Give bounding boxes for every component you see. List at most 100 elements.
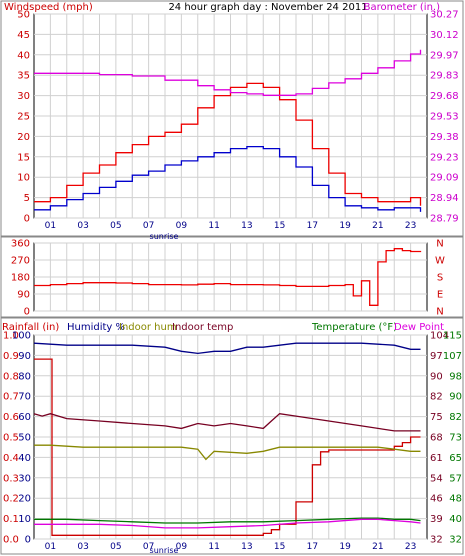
panel3-x-tick-label: 03	[77, 542, 88, 552]
panel3-rain-tick-label: 0.7	[3, 392, 19, 403]
panel1-right-tick-label: 29.09	[430, 173, 459, 184]
panel2-left-tick-label: 0	[24, 307, 30, 318]
panel3-temp-tick-label: 82	[449, 412, 462, 423]
panel3-humidity-tick-label: 70	[18, 392, 31, 403]
panel3-temp-tick-label: 107	[443, 351, 462, 362]
panel3-humidity-tick-label: 100	[12, 331, 31, 342]
panel2-left-tick-label: 180	[11, 273, 30, 284]
panel3-x-tick-label: 01	[45, 542, 56, 552]
panel1-x-tick-label: 09	[176, 221, 188, 231]
panel1-series-1	[34, 145, 422, 212]
panel3-label-humidity: Humidity %	[67, 322, 125, 333]
panel1-x-tick-label: 21	[372, 221, 383, 231]
panel3-x-tick-label: 21	[372, 542, 383, 552]
panel3-indoor-temp-tick-label: 90	[430, 371, 443, 382]
panel3-rain-tick-label: 0.5	[3, 433, 19, 444]
panel2-right-tick-label: W	[435, 256, 445, 267]
panel3-temp-tick-label: 98	[449, 371, 462, 382]
panel3-indoor-temp-tick-label: 97	[430, 351, 443, 362]
panel1-x-tick-label: 05	[110, 221, 121, 231]
panel3-label-temperature: Temperature (°F)	[311, 322, 397, 333]
panel3-series-1	[33, 342, 421, 355]
panel3-series-2	[34, 444, 421, 461]
sunrise-annotation-bottom: sunrise	[150, 546, 179, 555]
panel1-right-tick-label: 29.97	[430, 50, 459, 61]
panel3-x-tick-label: 11	[208, 542, 219, 552]
panel2-series-0	[34, 248, 422, 306]
panel1-x-tick-label: 01	[45, 221, 56, 231]
panel3-humidity-tick-label: 0	[25, 535, 31, 546]
panel2-left-tick-label: 90	[17, 290, 30, 301]
panel3-temp-tick-label: 65	[449, 453, 462, 464]
panel1-x-tick-label: 11	[208, 221, 219, 231]
panel3-humidity-tick-label: 80	[18, 371, 31, 382]
panel1-x-tick-label: 13	[241, 221, 252, 231]
panel3-indoor-temp-tick-label: 104	[430, 331, 449, 342]
panel1-right-tick-label: 30.27	[430, 10, 459, 21]
panel1-x-tick-label: 17	[307, 221, 318, 231]
panel1-right-tick-label: 30.12	[430, 30, 459, 41]
panel1-x-tick-label: 03	[77, 221, 88, 231]
panel3-indoor-temp-tick-label: 32	[430, 535, 443, 546]
panel3-label-rainfall: Rainfall (in)	[2, 322, 59, 333]
panel1-x-tick-label: 19	[339, 221, 351, 231]
panel3-rain-tick-label: 1.0	[3, 331, 19, 342]
series-layer	[33, 49, 422, 536]
panel3-indoor-temp-tick-label: 54	[430, 473, 443, 484]
panel1-left-tick-label: 20	[17, 132, 30, 143]
panel2-right-tick-label: N	[436, 307, 443, 318]
panel1-right-tick-label: 29.53	[430, 112, 459, 123]
panel3-rain-tick-label: 0.6	[3, 412, 19, 423]
panel3-indoor-temp-tick-label: 75	[430, 412, 443, 423]
panel3-temp-tick-label: 57	[449, 473, 462, 484]
panel3-series-0	[34, 358, 421, 536]
panel1-left-tick-label: 0	[24, 214, 30, 225]
panel3-rain-tick-label: 0.8	[3, 371, 19, 382]
panel3-label-indoor-temp: Indoor temp	[172, 322, 233, 333]
panel1-right-tick-label: 29.83	[430, 71, 459, 82]
panel1-left-tick-label: 45	[17, 30, 30, 41]
panel3-humidity-tick-label: 40	[18, 453, 31, 464]
panel3-temp-tick-label: 48	[449, 494, 462, 505]
panel1-right-axis-label: Barometer (in.)	[364, 2, 440, 13]
panel1-left-tick-label: 15	[17, 152, 30, 163]
panel3-rain-tick-label: 0.4	[3, 453, 19, 464]
panel3-humidity-tick-label: 10	[18, 514, 31, 525]
panel3-label-indoor-hum: Indoor hum	[119, 322, 177, 333]
panel3-rain-tick-label: 0.1	[3, 514, 19, 525]
panel3-x-tick-label: 15	[274, 542, 285, 552]
panel3-rain-tick-label: 0.0	[3, 535, 19, 546]
panel3-indoor-temp-tick-label: 61	[430, 453, 443, 464]
panel3-temp-tick-label: 32	[449, 535, 462, 546]
panel1-left-tick-label: 30	[17, 91, 30, 102]
panel3-temp-tick-label: 115	[443, 331, 462, 342]
panel3-x-tick-label: 19	[339, 542, 351, 552]
panel1-left-tick-label: 10	[17, 173, 30, 184]
panel2-right-tick-label: N	[436, 239, 443, 250]
panel3-rain-tick-label: 0.3	[3, 473, 19, 484]
panel3-rain-tick-label: 0.2	[3, 494, 19, 505]
panel3-humidity-tick-label: 30	[18, 473, 31, 484]
panel1-left-tick-label: 35	[17, 71, 30, 82]
panel3-rain-tick-label: 0.9	[3, 351, 19, 362]
panel1-right-tick-label: 28.94	[430, 193, 459, 204]
panel2-right-tick-label: E	[437, 290, 443, 301]
panel1-x-tick-label: 23	[405, 221, 416, 231]
panel2-right-tick-label: S	[437, 273, 443, 284]
tick-layer: 01 03 05 07 09 11 13 15 17 19 21 23 05 10 15 20 25 30 35 40…	[3, 10, 462, 553]
panel3-indoor-temp-tick-label: 82	[430, 392, 443, 403]
panel3-x-tick-label: 05	[110, 542, 121, 552]
panel3-indoor-temp-tick-label: 39	[430, 514, 443, 525]
panel1-right-tick-label: 28.79	[430, 214, 459, 225]
panel3-x-tick-label: 07	[143, 542, 154, 552]
panel1-right-tick-label: 29.68	[430, 91, 459, 102]
panel1-x-tick-label: 07	[143, 221, 154, 231]
grid-layer	[34, 13, 427, 540]
panel3-x-tick-label: 17	[307, 542, 318, 552]
panel1-right-tick-label: 29.23	[430, 152, 459, 163]
panel3-series-5	[34, 518, 421, 529]
panel2-left-tick-label: 270	[11, 256, 30, 267]
panel1-right-tick-label: 29.38	[430, 132, 459, 143]
panel3-temp-tick-label: 90	[449, 392, 462, 403]
panel1-left-tick-label: 25	[17, 112, 30, 123]
